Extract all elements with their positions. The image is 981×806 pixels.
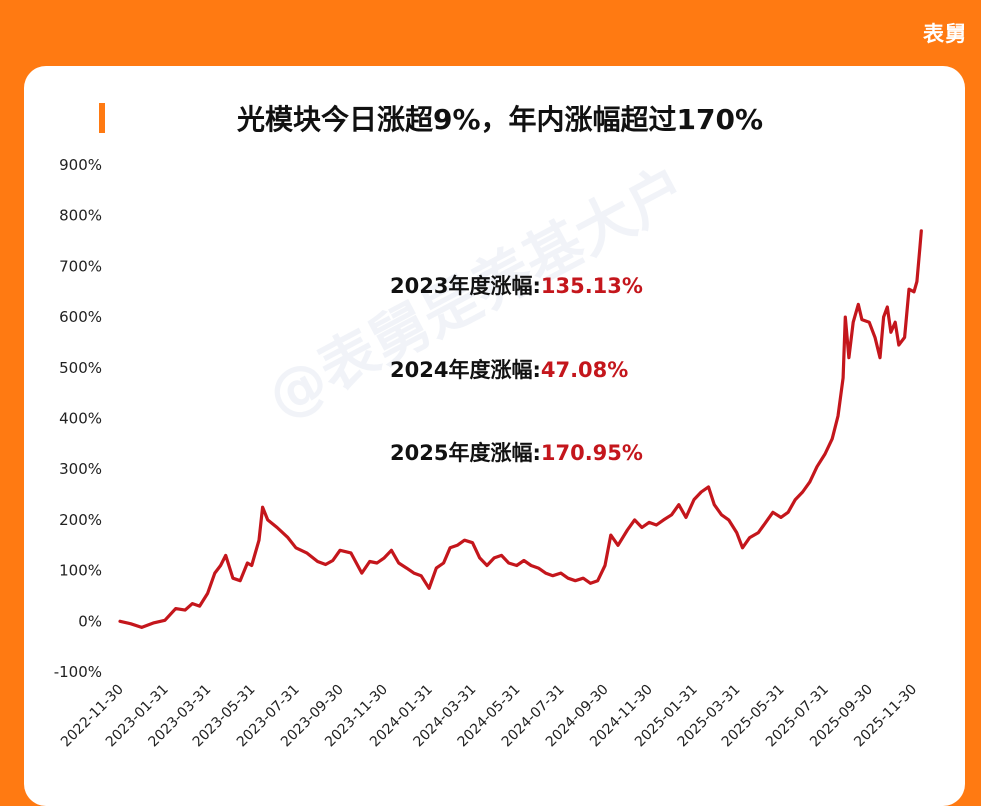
y-tick-label: 400%	[59, 410, 102, 428]
chart-title: 光模块今日涨超9%，年内涨幅超过170%	[236, 103, 764, 136]
y-tick-label: 600%	[59, 308, 102, 326]
annotation-2023-value: 135.13%	[540, 274, 643, 298]
y-tick-label: 200%	[59, 511, 102, 529]
annotation-2025: 2025年度涨幅:170.95%	[390, 437, 643, 467]
annotation-2025-label: 2025年度涨幅:	[390, 441, 541, 465]
y-tick-label: 500%	[59, 359, 102, 377]
y-tick-label: 0%	[78, 612, 102, 630]
annotation-2024: 2024年度涨幅:47.08%	[390, 354, 628, 384]
y-tick-label: 900%	[59, 156, 102, 174]
annotation-2023: 2023年度涨幅:135.13%	[390, 270, 643, 300]
y-tick-label: -100%	[54, 663, 102, 681]
annotation-2025-value: 170.95%	[540, 441, 643, 465]
y-tick-label: 700%	[59, 257, 102, 275]
annotation-2024-label: 2024年度涨幅:	[390, 358, 541, 382]
y-tick-label: 300%	[59, 460, 102, 478]
annotation-2023-label: 2023年度涨幅:	[390, 274, 541, 298]
y-tick-label: 100%	[59, 562, 102, 580]
annotation-2024-value: 47.08%	[540, 358, 629, 382]
title-accent-bar	[99, 103, 105, 133]
y-tick-label: 800%	[59, 207, 102, 225]
series-line	[118, 229, 923, 630]
chart-card	[24, 66, 965, 806]
brand-logo: 表舅	[923, 22, 967, 46]
